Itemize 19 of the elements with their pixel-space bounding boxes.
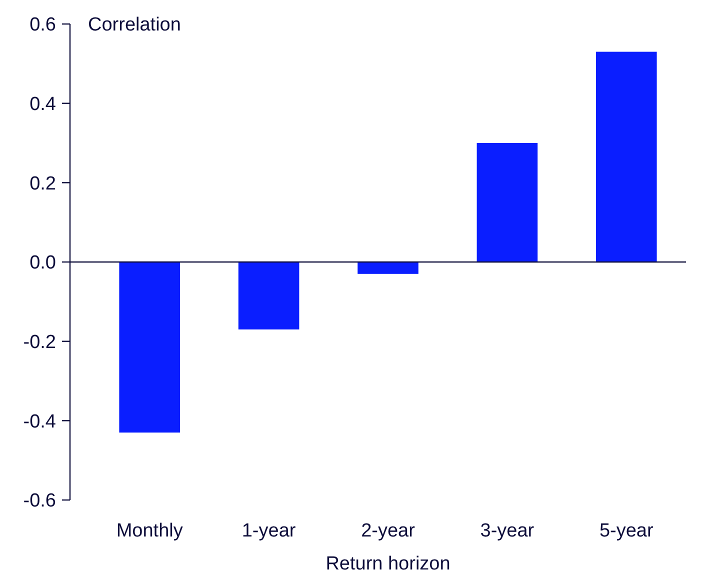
y-tick-label: -0.4 bbox=[23, 411, 56, 432]
x-axis-title: Return horizon bbox=[326, 554, 450, 570]
y-axis-title: Correlation bbox=[88, 14, 181, 36]
y-tick-label: 0.6 bbox=[30, 14, 56, 36]
x-tick-label: 3-year bbox=[480, 520, 535, 542]
y-tick-label: -0.2 bbox=[23, 332, 56, 353]
y-tick-label: 0.2 bbox=[30, 173, 56, 194]
x-tick-label: Monthly bbox=[116, 520, 184, 542]
y-tick-label: 0.0 bbox=[30, 252, 56, 274]
bar bbox=[119, 262, 180, 433]
bar bbox=[358, 262, 418, 274]
bar bbox=[238, 262, 300, 330]
bar bbox=[596, 52, 657, 262]
x-tick-label: 5-year bbox=[599, 520, 654, 542]
bar bbox=[476, 143, 538, 262]
y-tick-label: -0.6 bbox=[23, 490, 56, 512]
x-tick-label: 2-year bbox=[361, 520, 416, 542]
y-tick-label: 0.4 bbox=[30, 94, 56, 115]
x-tick-label: 1-year bbox=[242, 520, 296, 542]
